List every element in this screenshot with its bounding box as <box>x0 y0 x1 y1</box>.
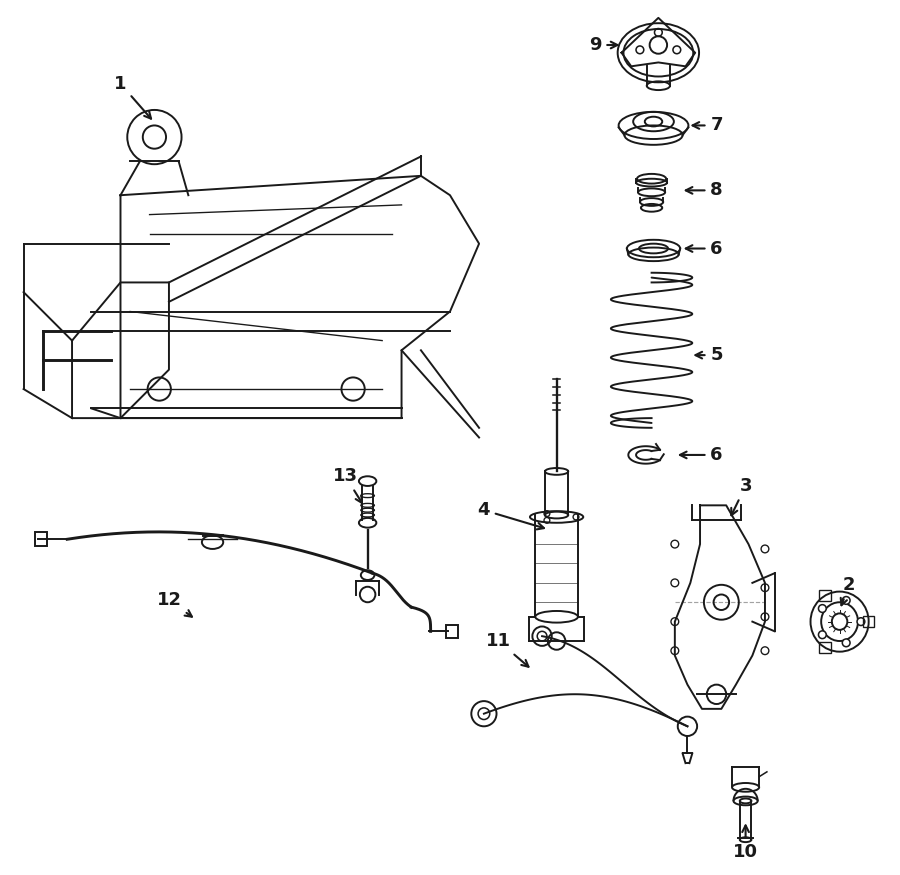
Circle shape <box>818 631 826 639</box>
Circle shape <box>761 584 769 592</box>
Bar <box>819 642 831 654</box>
Bar <box>863 616 875 627</box>
Text: 2: 2 <box>841 576 856 605</box>
Circle shape <box>842 597 850 605</box>
Circle shape <box>761 647 769 654</box>
Text: 12: 12 <box>157 592 192 617</box>
Text: 4: 4 <box>478 501 544 529</box>
Text: 6: 6 <box>686 240 723 257</box>
Circle shape <box>857 618 865 626</box>
Circle shape <box>818 605 826 612</box>
Text: 13: 13 <box>333 467 362 503</box>
Text: 6: 6 <box>680 446 723 464</box>
Bar <box>35 533 47 546</box>
Bar <box>446 625 458 638</box>
Circle shape <box>671 579 679 587</box>
Text: 10: 10 <box>734 825 758 861</box>
Text: 3: 3 <box>732 477 752 515</box>
Circle shape <box>761 612 769 620</box>
Bar <box>819 590 831 601</box>
Text: 1: 1 <box>114 74 151 119</box>
Text: 9: 9 <box>590 36 617 54</box>
Text: 8: 8 <box>686 181 723 200</box>
Circle shape <box>671 618 679 626</box>
Circle shape <box>761 545 769 553</box>
Text: 11: 11 <box>486 632 528 667</box>
Circle shape <box>842 639 850 647</box>
Circle shape <box>671 540 679 548</box>
Text: 5: 5 <box>696 346 723 364</box>
Text: 7: 7 <box>692 116 723 135</box>
Circle shape <box>671 647 679 654</box>
